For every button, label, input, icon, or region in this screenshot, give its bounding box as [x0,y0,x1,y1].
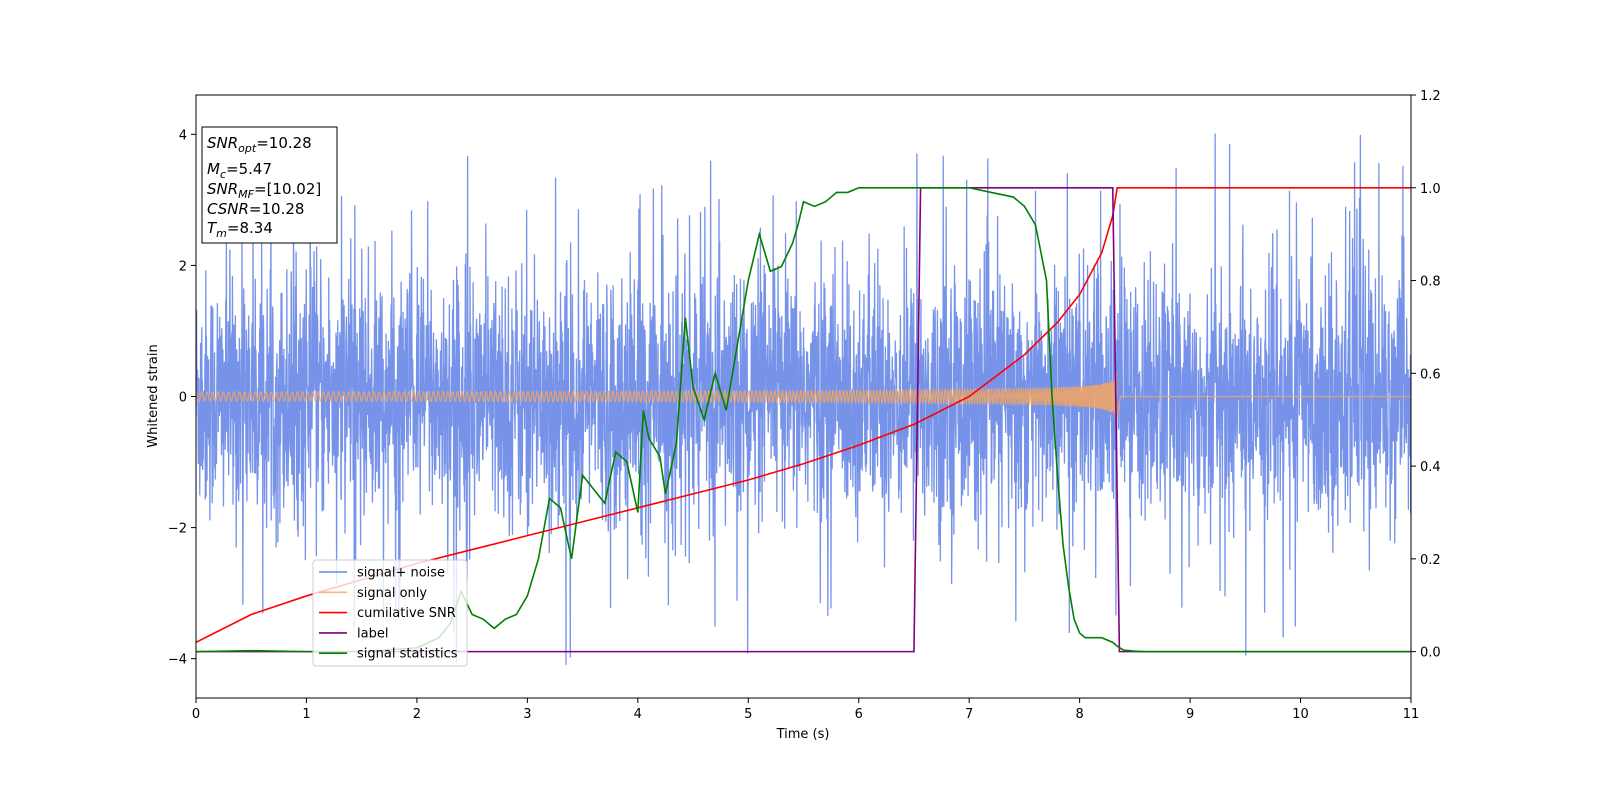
legend-label: signal only [357,586,427,601]
y-axis-right: 0.0 0.2 0.4 0.6 0.8 1.0 1.2 [1411,89,1441,661]
info-snr-mf: SNRMF=[10.02] [207,180,321,201]
y-right-tick-label: 0.0 [1420,646,1441,661]
x-tick-label: 10 [1292,707,1309,722]
series-signal-statistics-line [196,186,1411,653]
x-tick-label: 3 [523,707,531,722]
info-box-frame [201,126,338,244]
x-tick-label: 11 [1403,707,1420,722]
legend: signal+ noise signal only cumilative SNR la… [312,559,468,667]
x-tick-label: 1 [302,707,310,722]
y-left-tick-label: 4 [179,128,187,143]
x-tick-label: 6 [855,707,863,722]
y-right-tick-label: 1.0 [1420,182,1441,197]
y-axis-left: −4 −2 0 2 4 [168,128,196,668]
legend-item-signal-noise: signal+ noise [319,566,445,581]
legend-label: signal statistics [357,647,458,662]
legend-frame [312,559,468,667]
x-tick-label: 5 [744,707,752,722]
y-right-tick-label: 0.6 [1420,367,1441,382]
legend-label: cumilative SNR [357,606,456,621]
info-snr-opt: SNRopt=10.28 [207,134,312,155]
x-tick-label: 0 [192,707,200,722]
legend-item-signal-only: signal only [319,586,427,601]
y-axis-label: Whitened strain [146,344,161,447]
info-mc: Mc=5.47 [207,160,272,181]
legend-item-signal-statistics: signal statistics [319,647,458,662]
x-axis-label: Time (s) [776,727,830,742]
series-signal-only-line [196,371,1411,423]
y-left-tick-label: 2 [179,259,187,274]
x-tick-label: 7 [965,707,973,722]
info-tm: Tm=8.34 [207,219,273,240]
x-tick-label: 4 [634,707,642,722]
y-right-tick-label: 0.8 [1420,275,1441,290]
legend-item-label: label [319,626,388,641]
y-right-tick-label: 0.2 [1420,553,1441,568]
series-signal-noise-line [196,130,1411,665]
y-right-tick-label: 0.4 [1420,460,1441,475]
x-axis: 0 1 2 3 4 5 6 7 8 9 10 11 [192,698,1419,722]
legend-label: label [357,626,388,641]
x-tick-label: 8 [1075,707,1083,722]
x-tick-label: 9 [1186,707,1194,722]
info-csnr: CSNR=10.28 [207,200,304,218]
y-left-tick-label: 0 [179,391,187,406]
y-left-tick-label: −2 [168,522,187,537]
legend-label: signal+ noise [357,566,445,581]
y-left-tick-label: −4 [168,653,187,668]
legend-item-cumilative-snr: cumilative SNR [319,606,456,621]
y-right-tick-label: 1.2 [1420,89,1441,104]
info-box: SNRopt=10.28 Mc=5.47 SNRMF=[10.02] CSNR=… [201,126,338,244]
x-tick-label: 2 [413,707,421,722]
